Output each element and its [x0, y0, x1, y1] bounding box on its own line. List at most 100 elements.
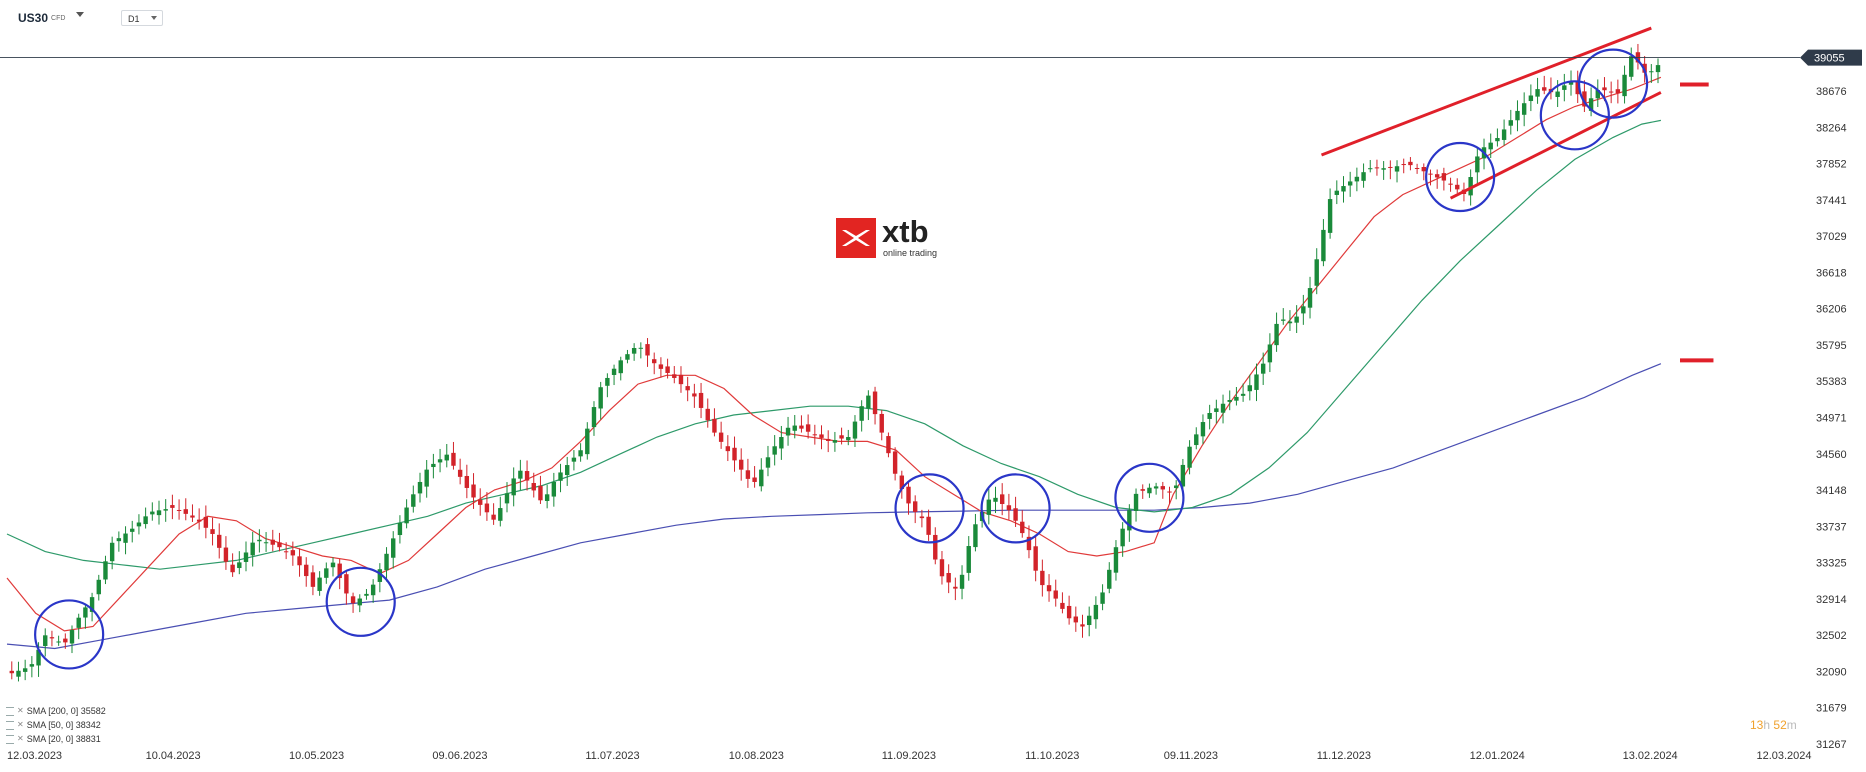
- channel-lower-line: [1449, 91, 1662, 200]
- candle-body: [1220, 403, 1226, 413]
- candle-body: [464, 475, 470, 488]
- candle-body: [518, 470, 523, 479]
- candle-body: [779, 437, 784, 449]
- candle-body: [170, 505, 175, 508]
- candle-body: [1515, 110, 1520, 121]
- candle-body: [1408, 161, 1413, 166]
- indicator-legend: ✕ SMA [200, 0] 35582 ✕ SMA [50, 0] 38342 ✕…: [6, 704, 106, 746]
- candle-body: [297, 556, 302, 566]
- candle-body: [1508, 120, 1513, 126]
- candle-body: [1562, 85, 1567, 90]
- annotation-circle: [1539, 80, 1610, 151]
- close-icon[interactable]: ✕: [17, 720, 24, 729]
- candle-body: [1180, 464, 1186, 487]
- candle-body: [1354, 176, 1360, 182]
- candle-body: [692, 393, 697, 397]
- symbol-selector[interactable]: US30 CFD: [18, 11, 65, 25]
- candle-body: [1622, 74, 1627, 97]
- settings-icon[interactable]: [6, 734, 14, 744]
- x-tick-label: 13.02.2024: [1623, 750, 1678, 762]
- annotation-circle: [325, 566, 396, 637]
- candle-body: [638, 347, 644, 349]
- candle-body: [511, 478, 516, 496]
- candle-body: [678, 374, 684, 385]
- annotation-circle: [34, 599, 105, 670]
- candle-body: [417, 481, 423, 494]
- candle-body: [29, 664, 35, 667]
- candle-body: [1160, 486, 1166, 490]
- candle-body: [1147, 487, 1152, 494]
- candle-body: [237, 562, 242, 569]
- candle-body: [1528, 95, 1534, 102]
- candle-body: [1267, 344, 1273, 363]
- candle-body: [745, 470, 751, 479]
- timer-minutes: 52: [1773, 718, 1787, 732]
- candle-body: [391, 538, 396, 558]
- candle-body: [424, 469, 429, 487]
- candle-body: [1227, 400, 1232, 402]
- candle-body: [1655, 65, 1661, 73]
- candle-body: [812, 434, 818, 436]
- y-tick-label: 36618: [1816, 267, 1847, 279]
- candle-body: [973, 524, 978, 548]
- legend-item[interactable]: ✕ SMA [20, 0] 38831: [6, 732, 106, 746]
- candle-body: [999, 494, 1005, 505]
- candle-body: [478, 499, 483, 505]
- candle-body: [993, 497, 998, 502]
- legend-label: SMA [50, 0] 38342: [26, 720, 101, 730]
- legend-item[interactable]: ✕ SMA [50, 0] 38342: [6, 718, 106, 732]
- candle-body: [1173, 485, 1179, 489]
- candle-body: [1127, 510, 1132, 531]
- symbol-type-label: CFD: [51, 15, 66, 23]
- y-tick-label: 33737: [1816, 521, 1847, 533]
- candle-body: [22, 668, 28, 672]
- y-tick-label: 34560: [1816, 449, 1847, 461]
- candle-body: [1214, 408, 1219, 412]
- candle-body: [263, 542, 269, 544]
- symbol-dropdown-icon[interactable]: [76, 12, 84, 17]
- candle-body: [1595, 90, 1600, 99]
- settings-icon[interactable]: [6, 720, 14, 730]
- candle-body: [344, 574, 349, 594]
- candle-body: [1394, 166, 1400, 172]
- candle-body: [611, 368, 617, 375]
- candle-body: [377, 569, 383, 582]
- candle-body: [270, 539, 275, 545]
- candle-body: [1575, 81, 1580, 95]
- logo-tagline: online trading: [883, 248, 938, 258]
- legend-item[interactable]: ✕ SMA [200, 0] 35582: [6, 704, 106, 718]
- candle-body: [444, 454, 449, 461]
- interval-dropdown-icon: [151, 16, 157, 20]
- candle-body: [203, 516, 209, 528]
- candle-body: [1334, 190, 1339, 195]
- y-tick-label: 36206: [1816, 304, 1847, 316]
- candle-body: [1588, 98, 1594, 111]
- interval-selector[interactable]: D1: [121, 10, 163, 26]
- candle-body: [658, 364, 664, 369]
- candle-body: [1381, 168, 1386, 170]
- candle-body: [1388, 166, 1393, 168]
- candle-body: [1060, 602, 1065, 609]
- settings-icon[interactable]: [6, 706, 14, 716]
- candle-body: [337, 563, 342, 579]
- candle-body: [89, 597, 95, 612]
- close-icon[interactable]: ✕: [17, 734, 24, 743]
- candle-body: [9, 670, 14, 674]
- candle-body: [846, 437, 851, 441]
- candle-body: [544, 494, 550, 501]
- candle-body: [411, 494, 416, 507]
- candle-body: [1040, 570, 1045, 586]
- timer-hours-unit: h: [1763, 718, 1771, 732]
- candle-body: [1615, 89, 1621, 94]
- x-tick-label: 11.09.2023: [882, 750, 936, 762]
- candle-body: [1033, 546, 1038, 571]
- y-tick-label: 35795: [1816, 340, 1847, 352]
- candle-body: [350, 596, 356, 604]
- candle-body: [150, 511, 155, 515]
- candle-body: [116, 538, 122, 542]
- candle-body: [1006, 505, 1012, 511]
- candle-body: [310, 572, 316, 587]
- close-icon[interactable]: ✕: [17, 706, 24, 715]
